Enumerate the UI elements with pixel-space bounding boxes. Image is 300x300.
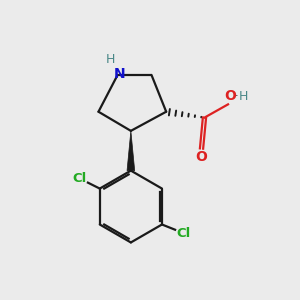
Polygon shape [127,131,135,171]
Text: Cl: Cl [73,172,87,185]
Text: O: O [224,89,236,103]
Text: ·: · [235,92,239,101]
Text: H: H [106,53,115,66]
Text: Cl: Cl [176,226,190,239]
Text: O: O [196,150,208,164]
Text: H: H [239,90,248,103]
Text: N: N [113,67,125,81]
